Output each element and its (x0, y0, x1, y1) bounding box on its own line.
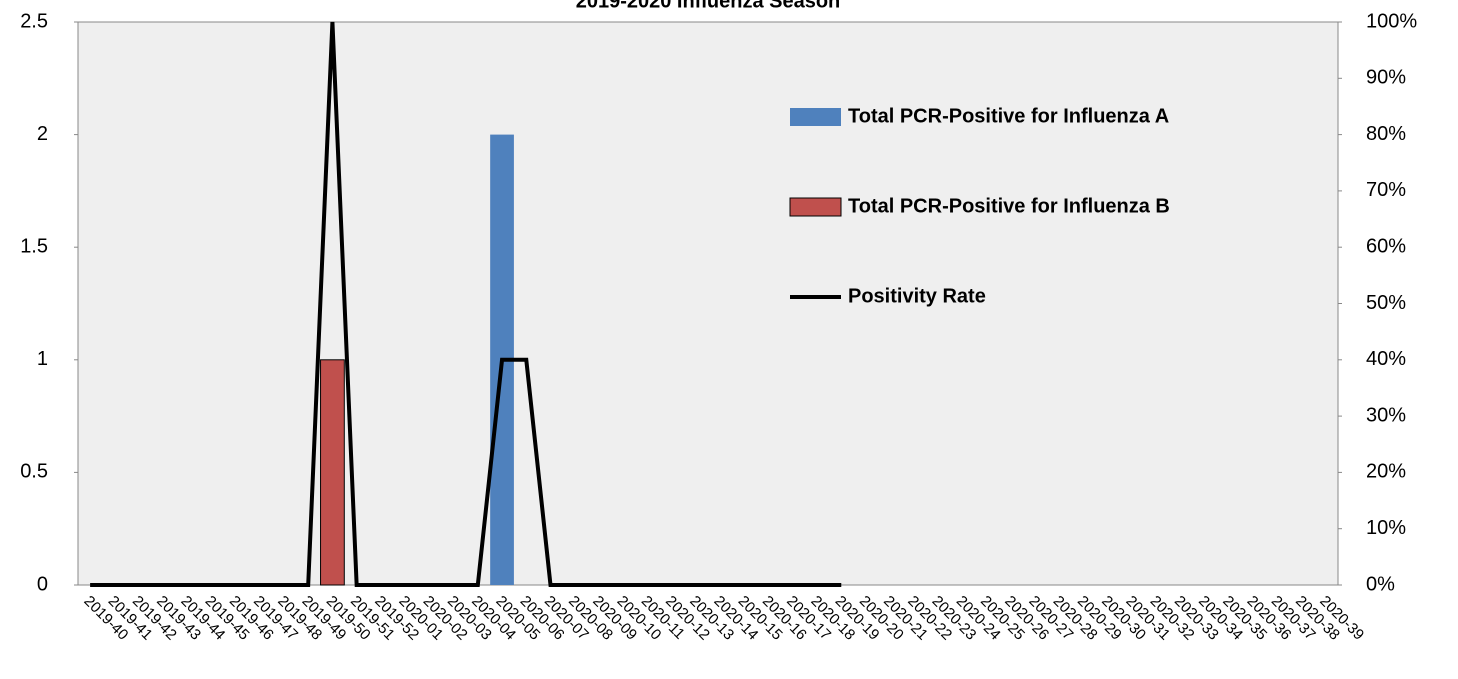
y2-tick-label: 50% (1366, 292, 1406, 314)
y-tick-label: 1 (37, 348, 48, 370)
plot-area (77, 21, 1339, 586)
y2-tick-label: 20% (1366, 461, 1406, 483)
legend-label: Total PCR-Positive for Influenza B (848, 195, 1170, 217)
chart-title: 2019-2020 Influenza Season (576, 0, 841, 12)
y-tick-label: 1.5 (20, 235, 48, 257)
y2-tick-label: 40% (1366, 348, 1406, 370)
legend-label: Total PCR-Positive for Influenza A (848, 105, 1169, 127)
y2-tick-label: 10% (1366, 517, 1406, 539)
legend-label: Positivity Rate (848, 285, 986, 307)
y-tick-label: 2 (37, 123, 48, 145)
y2-tick-label: 100% (1366, 10, 1417, 32)
bar (320, 359, 345, 586)
y2-tick-label: 90% (1366, 67, 1406, 89)
y-tick-label: 0.5 (20, 461, 48, 483)
y2-tick-label: 70% (1366, 179, 1406, 201)
legend-swatch (789, 197, 842, 217)
line (90, 21, 842, 587)
y2-tick-label: 60% (1366, 235, 1406, 257)
y-tick-label: 0 (37, 573, 48, 595)
y2-tick-label: 30% (1366, 404, 1406, 426)
legend-swatch (790, 108, 841, 126)
y2-tick-label: 80% (1366, 123, 1406, 145)
y-tick-label: 2.5 (20, 10, 48, 32)
y2-tick-label: 0% (1366, 573, 1395, 595)
